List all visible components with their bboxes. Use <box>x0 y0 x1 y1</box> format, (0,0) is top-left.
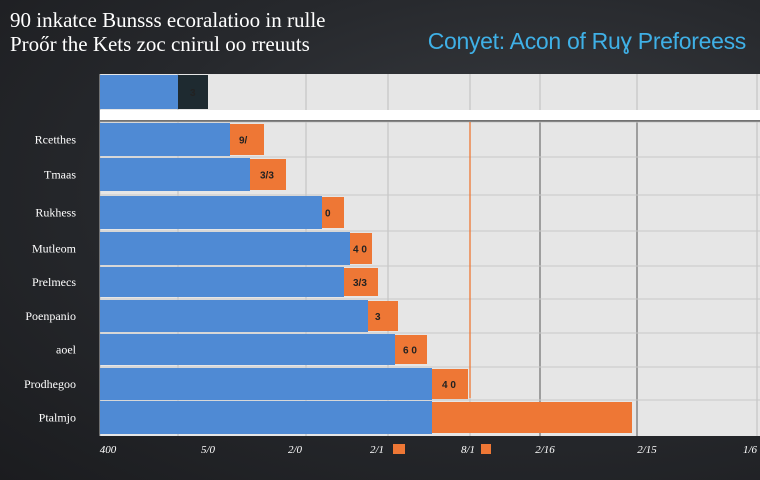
header-band <box>100 110 760 122</box>
bar-series-2 <box>432 369 468 399</box>
bar-series-2 <box>432 402 632 433</box>
bar-series-1 <box>100 232 350 265</box>
category-label: Rcetthes <box>35 133 77 147</box>
legend-swatch <box>393 444 405 454</box>
category-label: aoel <box>56 343 77 357</box>
bar-series-1 <box>100 158 250 191</box>
x-tick-label: 1/6 <box>743 444 758 456</box>
legend-swatch <box>481 444 491 454</box>
category-label: Rukhess <box>35 206 76 220</box>
chart-subtitle: Conyet: Acon of Ruɣ Preforeess <box>427 28 747 54</box>
x-tick-label: 2/15 <box>637 444 657 456</box>
category-label: Ptalmjo <box>39 411 76 425</box>
data-label: 9/ <box>239 136 248 147</box>
x-tick-label: 2/1 <box>370 444 384 456</box>
data-label: 0 <box>325 209 331 220</box>
category-label: Poenpanio <box>25 309 76 323</box>
data-label: 3/3 <box>353 278 367 289</box>
bar-series-1 <box>100 123 230 156</box>
data-label: 4 0 <box>353 245 367 256</box>
x-tick-label: 400 <box>100 444 117 456</box>
x-tick-label: 8/1 <box>461 444 475 456</box>
data-label: 3 <box>375 312 381 323</box>
x-tick-label: 2/16 <box>535 444 555 456</box>
chart-title-line-2: Proőr the Kets zoc cnirul oo rreuuts <box>10 32 310 56</box>
bar-series-1 <box>100 334 395 365</box>
data-label: 4 0 <box>442 380 456 391</box>
bar-tag <box>178 75 208 109</box>
data-label: 6 0 <box>403 346 417 357</box>
bar-series-1 <box>100 300 368 332</box>
bar-series-2 <box>322 197 344 228</box>
chart-title-line-1: 90 inkatce Bunsss ecoralatioo in rulle <box>10 8 326 32</box>
x-tick-label: 2/0 <box>288 444 303 456</box>
category-label: Prelmecs <box>32 275 76 289</box>
x-tick-label: 5/0 <box>201 444 216 456</box>
bar-series-2 <box>368 301 398 331</box>
data-label: 3/3 <box>260 171 274 182</box>
bar-series-2 <box>344 268 378 296</box>
bar-series-1 <box>100 401 432 434</box>
bar-series-2 <box>250 159 286 190</box>
bar-series-1 <box>100 368 432 400</box>
bar-series-1 <box>100 196 322 229</box>
chart-title: 90 inkatce Bunsss ecoralatioo in rulle P… <box>10 8 326 56</box>
bar-series-1 <box>100 267 344 297</box>
bar-series-2 <box>230 124 264 155</box>
bar-series-2 <box>395 335 427 364</box>
category-label: Prodhegoo <box>24 377 76 391</box>
bar-series-2 <box>350 233 372 264</box>
data-label: 3 <box>190 88 196 99</box>
category-label: Tmaas <box>44 168 76 182</box>
category-label: Mutleom <box>32 242 77 256</box>
